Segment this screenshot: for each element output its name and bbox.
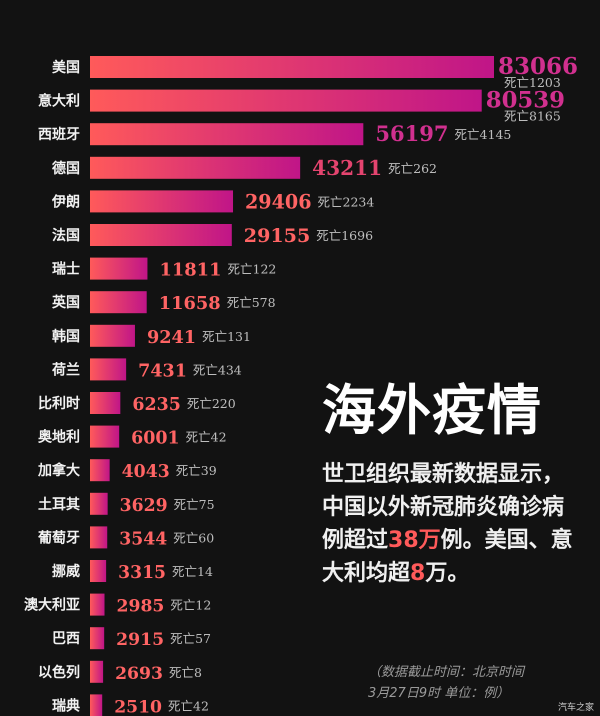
value-label: 6001: [131, 429, 180, 449]
value-label: 2510: [114, 697, 162, 716]
category-label: 加拿大: [37, 462, 80, 479]
category-label: 英国: [51, 294, 80, 311]
death-label: 死亡2234: [318, 194, 375, 209]
bar: [90, 694, 103, 716]
death-label: 死亡8: [169, 665, 202, 680]
category-label: 德国: [52, 160, 80, 177]
category-label: 法国: [52, 227, 80, 244]
category-label: 以色列: [38, 664, 80, 681]
bar: [90, 492, 108, 515]
bar: [90, 392, 121, 414]
bar: [90, 324, 135, 347]
death-label: 死亡42: [186, 430, 227, 445]
bar: [90, 56, 494, 78]
bar: [90, 459, 110, 482]
category-label: 挪威: [52, 563, 80, 580]
death-label: 死亡4145: [455, 127, 512, 142]
value-label: 2915: [116, 630, 164, 650]
value-label: 80539: [486, 88, 565, 114]
category-label: 澳大利亚: [24, 597, 80, 614]
bar: [90, 123, 364, 146]
bar: [90, 358, 127, 381]
value-label: 2985: [117, 597, 165, 617]
category-label: 瑞士: [52, 261, 80, 278]
death-label: 死亡57: [170, 631, 211, 646]
bar: [90, 526, 108, 549]
bar: [90, 257, 148, 280]
summary-part-1: 世卫组织最新数据显示，中国以外新冠肺炎确诊病例超过: [322, 462, 565, 553]
value-label: 11658: [159, 293, 221, 314]
value-label: 7431: [138, 361, 187, 381]
value-label: 9241: [147, 327, 196, 348]
death-label: 死亡75: [174, 497, 215, 512]
death-label: 死亡262: [388, 161, 437, 176]
death-label: 死亡42: [168, 698, 209, 713]
bar: [90, 660, 104, 683]
value-label: 6235: [132, 395, 181, 415]
data-note-line-2: 3月27日9时 单位：例）: [368, 686, 510, 701]
category-label: 美国: [52, 59, 80, 76]
death-label: 死亡1696: [316, 228, 373, 243]
summary-highlight-8: 8: [410, 561, 426, 586]
value-label: 29155: [244, 224, 310, 247]
summary-text: 世卫组织最新数据显示，中国以外新冠肺炎确诊病例超过38万例。美国、意大利均超8万…: [322, 458, 584, 590]
death-label: 死亡131: [202, 329, 251, 344]
bar: [90, 425, 120, 448]
bar: [90, 627, 105, 650]
death-label: 死亡39: [176, 463, 217, 478]
summary-part-2: 例。美国、意大利均超: [322, 528, 573, 586]
value-label: 3544: [119, 529, 167, 549]
value-label: 56197: [375, 121, 448, 146]
data-note: （数据截止时间：北京时间 3月27日9时 单位：例）: [368, 662, 583, 704]
category-label: 韩国: [52, 328, 80, 345]
death-label: 死亡220: [187, 396, 236, 411]
category-label: 比利时: [38, 395, 80, 412]
headline: 海外疫情: [322, 378, 542, 442]
value-label: 43211: [312, 156, 382, 180]
bar: [90, 224, 232, 246]
category-label: 西班牙: [38, 126, 80, 143]
bar: [90, 291, 147, 314]
value-label: 83066: [498, 53, 578, 80]
category-label: 巴西: [52, 631, 80, 647]
value-label: 11811: [159, 260, 221, 281]
death-label: 死亡8165: [504, 109, 561, 124]
category-label: 瑞典: [52, 697, 80, 714]
death-label: 死亡60: [173, 530, 214, 545]
category-label: 荷兰: [51, 361, 80, 378]
bar: [90, 593, 105, 616]
death-label: 死亡122: [228, 262, 277, 277]
death-label: 死亡12: [170, 598, 211, 613]
value-label: 3315: [118, 563, 166, 583]
category-label: 伊朗: [51, 193, 80, 210]
data-note-line-1: （数据截止时间：北京时间: [368, 665, 525, 680]
bar: [90, 190, 234, 213]
category-label: 葡萄牙: [37, 529, 80, 546]
category-label: 奥地利: [38, 429, 80, 446]
bar: [90, 89, 482, 112]
watermark: 汽车之家: [557, 703, 594, 713]
summary-highlight-total: 38万: [388, 528, 441, 553]
death-label: 死亡434: [193, 362, 242, 377]
value-label: 2693: [115, 664, 163, 684]
death-label: 死亡14: [172, 564, 213, 579]
death-label: 死亡578: [227, 295, 276, 310]
bar: [90, 560, 107, 582]
value-label: 3629: [120, 496, 168, 516]
summary-part-3: 万。: [425, 561, 470, 586]
category-label: 土耳其: [38, 496, 80, 513]
value-label: 4043: [122, 462, 170, 482]
category-label: 意大利: [38, 93, 80, 110]
death-label: 死亡1203: [504, 75, 561, 90]
bar: [90, 156, 301, 179]
value-label: 29406: [245, 190, 311, 213]
